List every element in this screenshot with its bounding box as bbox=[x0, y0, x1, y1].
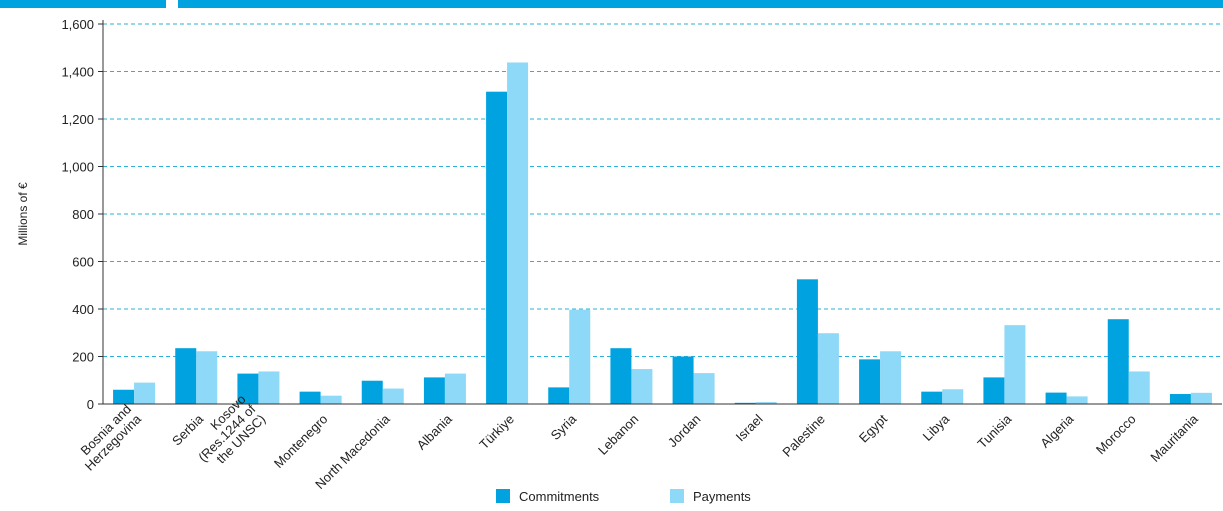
x-tick-label-line: Montenegro bbox=[271, 411, 331, 471]
bar-commitments bbox=[859, 359, 881, 404]
x-tick-label-line: Türkiye bbox=[476, 411, 517, 452]
bar-payments bbox=[1066, 396, 1088, 404]
bar-commitments bbox=[796, 279, 818, 404]
bar-payments bbox=[880, 351, 902, 404]
x-tick-label-line: Israel bbox=[733, 411, 766, 444]
header-bar-right bbox=[178, 0, 1223, 8]
x-tick-label: Lebanon bbox=[595, 411, 641, 457]
bar-commitments bbox=[361, 380, 383, 404]
x-tick-label: Israel bbox=[733, 411, 766, 444]
bar-payments bbox=[444, 373, 466, 404]
x-tick-label: Algeria bbox=[1037, 411, 1077, 451]
bar-payments bbox=[817, 333, 839, 404]
x-tick-label-line: Mauritania bbox=[1147, 411, 1201, 465]
y-axis-ticks: 0 200 400 600 800 1,000 1,200 1,400 1,600 bbox=[61, 17, 104, 412]
x-tick-label: Jordan bbox=[665, 411, 704, 450]
x-tick-label: Bosnia andHerzegovina bbox=[72, 401, 145, 474]
bar-payments bbox=[1004, 325, 1026, 404]
bar-commitments bbox=[1107, 319, 1129, 404]
x-tick-label-line: Syria bbox=[548, 411, 580, 443]
bar-commitments bbox=[486, 91, 508, 404]
bar-payments bbox=[942, 389, 964, 404]
bar-payments bbox=[1128, 371, 1150, 404]
bar-commitments bbox=[1045, 392, 1067, 404]
y-tick-label: 0 bbox=[87, 397, 94, 412]
bar-commitments bbox=[175, 348, 197, 404]
bar-payments bbox=[569, 309, 591, 404]
x-tick-label-line: Lebanon bbox=[595, 411, 641, 457]
x-tick-label: Egypt bbox=[856, 411, 890, 445]
x-tick-label: Mauritania bbox=[1147, 411, 1201, 465]
x-tick-label: Serbia bbox=[169, 411, 207, 449]
bar-payments bbox=[134, 382, 156, 404]
legend-label-commitments: Commitments bbox=[519, 489, 600, 504]
y-tick-label: 400 bbox=[72, 302, 94, 317]
x-tick-label-line: Egypt bbox=[856, 411, 890, 445]
y-tick-label: 1,200 bbox=[61, 112, 94, 127]
legend: Commitments Payments bbox=[496, 489, 751, 504]
y-tick-label: 600 bbox=[72, 255, 94, 270]
bar-payments bbox=[693, 373, 715, 404]
bar-payments bbox=[320, 395, 342, 404]
bar-commitments bbox=[1169, 394, 1191, 404]
bar-commitments bbox=[672, 356, 694, 404]
bars bbox=[113, 62, 1212, 404]
bar-commitments bbox=[983, 377, 1005, 404]
y-tick-label: 800 bbox=[72, 207, 94, 222]
bar-commitments bbox=[113, 389, 135, 404]
bar-commitments bbox=[610, 348, 632, 404]
x-tick-label-line: Algeria bbox=[1037, 411, 1077, 451]
bar-commitments bbox=[921, 391, 943, 404]
bar-payments bbox=[258, 371, 280, 404]
y-tick-label: 200 bbox=[72, 350, 94, 365]
x-tick-label: Libya bbox=[920, 411, 953, 444]
bar-payments bbox=[755, 402, 777, 404]
bar-commitments bbox=[548, 387, 570, 404]
legend-swatch-payments bbox=[670, 489, 684, 503]
x-axis-ticks: Bosnia andHerzegovina Serbia Kosovo(Res.12… bbox=[72, 392, 1202, 492]
bar-payments bbox=[1190, 392, 1212, 404]
x-tick-label: Montenegro bbox=[271, 411, 331, 471]
x-tick-label-line: Serbia bbox=[169, 411, 207, 449]
x-tick-label: Morocco bbox=[1093, 411, 1139, 457]
bar-commitments bbox=[423, 377, 445, 404]
x-tick-label: Türkiye bbox=[476, 411, 517, 452]
legend-label-payments: Payments bbox=[693, 489, 751, 504]
y-axis-label: Millions of € bbox=[16, 182, 30, 246]
gridlines bbox=[103, 23, 1222, 357]
bar-payments bbox=[382, 388, 404, 404]
x-tick-label: Palestine bbox=[779, 411, 827, 459]
bar-payments bbox=[196, 351, 218, 404]
bar-payments bbox=[631, 369, 653, 404]
x-tick-label-line: Libya bbox=[920, 411, 953, 444]
y-tick-label: 1,400 bbox=[61, 65, 94, 80]
y-tick-label: 1,000 bbox=[61, 160, 94, 175]
x-tick-label-line: Morocco bbox=[1093, 411, 1139, 457]
bar-commitments bbox=[237, 373, 259, 404]
x-tick-label: Albania bbox=[414, 411, 456, 453]
bar-commitments bbox=[299, 391, 321, 404]
x-tick-label-line: Tunisia bbox=[974, 411, 1014, 451]
x-tick-label-line: Albania bbox=[414, 411, 456, 453]
y-tick-label: 1,600 bbox=[61, 17, 94, 32]
bar-payments bbox=[507, 62, 529, 404]
header-bar-left bbox=[0, 0, 166, 8]
x-tick-label: Tunisia bbox=[974, 411, 1014, 451]
x-tick-label-line: Jordan bbox=[665, 411, 704, 450]
x-tick-label-line: Palestine bbox=[779, 411, 827, 459]
legend-swatch-commitments bbox=[496, 489, 510, 503]
x-tick-label: Syria bbox=[548, 411, 580, 443]
bar-commitments bbox=[734, 402, 756, 404]
